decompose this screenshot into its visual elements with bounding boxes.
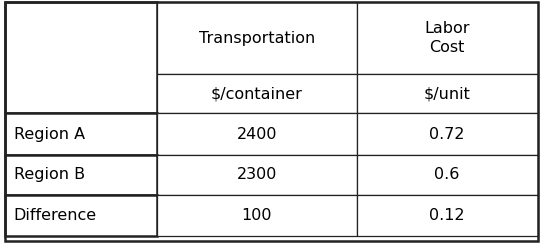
Bar: [157, 113, 357, 155]
Bar: [357, 195, 538, 236]
Bar: [5, 195, 157, 236]
Bar: [157, 155, 357, 195]
Text: 0.12: 0.12: [430, 208, 465, 223]
Text: Transportation: Transportation: [199, 31, 315, 46]
Bar: [357, 2, 538, 74]
Text: Region A: Region A: [14, 127, 85, 142]
Text: Difference: Difference: [14, 208, 97, 223]
Bar: [357, 74, 538, 113]
Bar: [157, 195, 357, 236]
Text: Labor
Cost: Labor Cost: [425, 21, 470, 55]
Bar: [5, 2, 157, 113]
Text: 2300: 2300: [237, 167, 277, 182]
Text: $/container: $/container: [211, 86, 303, 101]
Bar: [357, 113, 538, 155]
Text: 2400: 2400: [237, 127, 277, 142]
Bar: [157, 74, 357, 113]
Bar: [5, 155, 157, 195]
Bar: [357, 155, 538, 195]
Text: 100: 100: [242, 208, 272, 223]
Text: 0.6: 0.6: [434, 167, 460, 182]
Text: $/unit: $/unit: [424, 86, 471, 101]
Bar: [5, 113, 157, 155]
Text: Region B: Region B: [14, 167, 85, 182]
Text: 0.72: 0.72: [430, 127, 465, 142]
Bar: [157, 2, 357, 74]
